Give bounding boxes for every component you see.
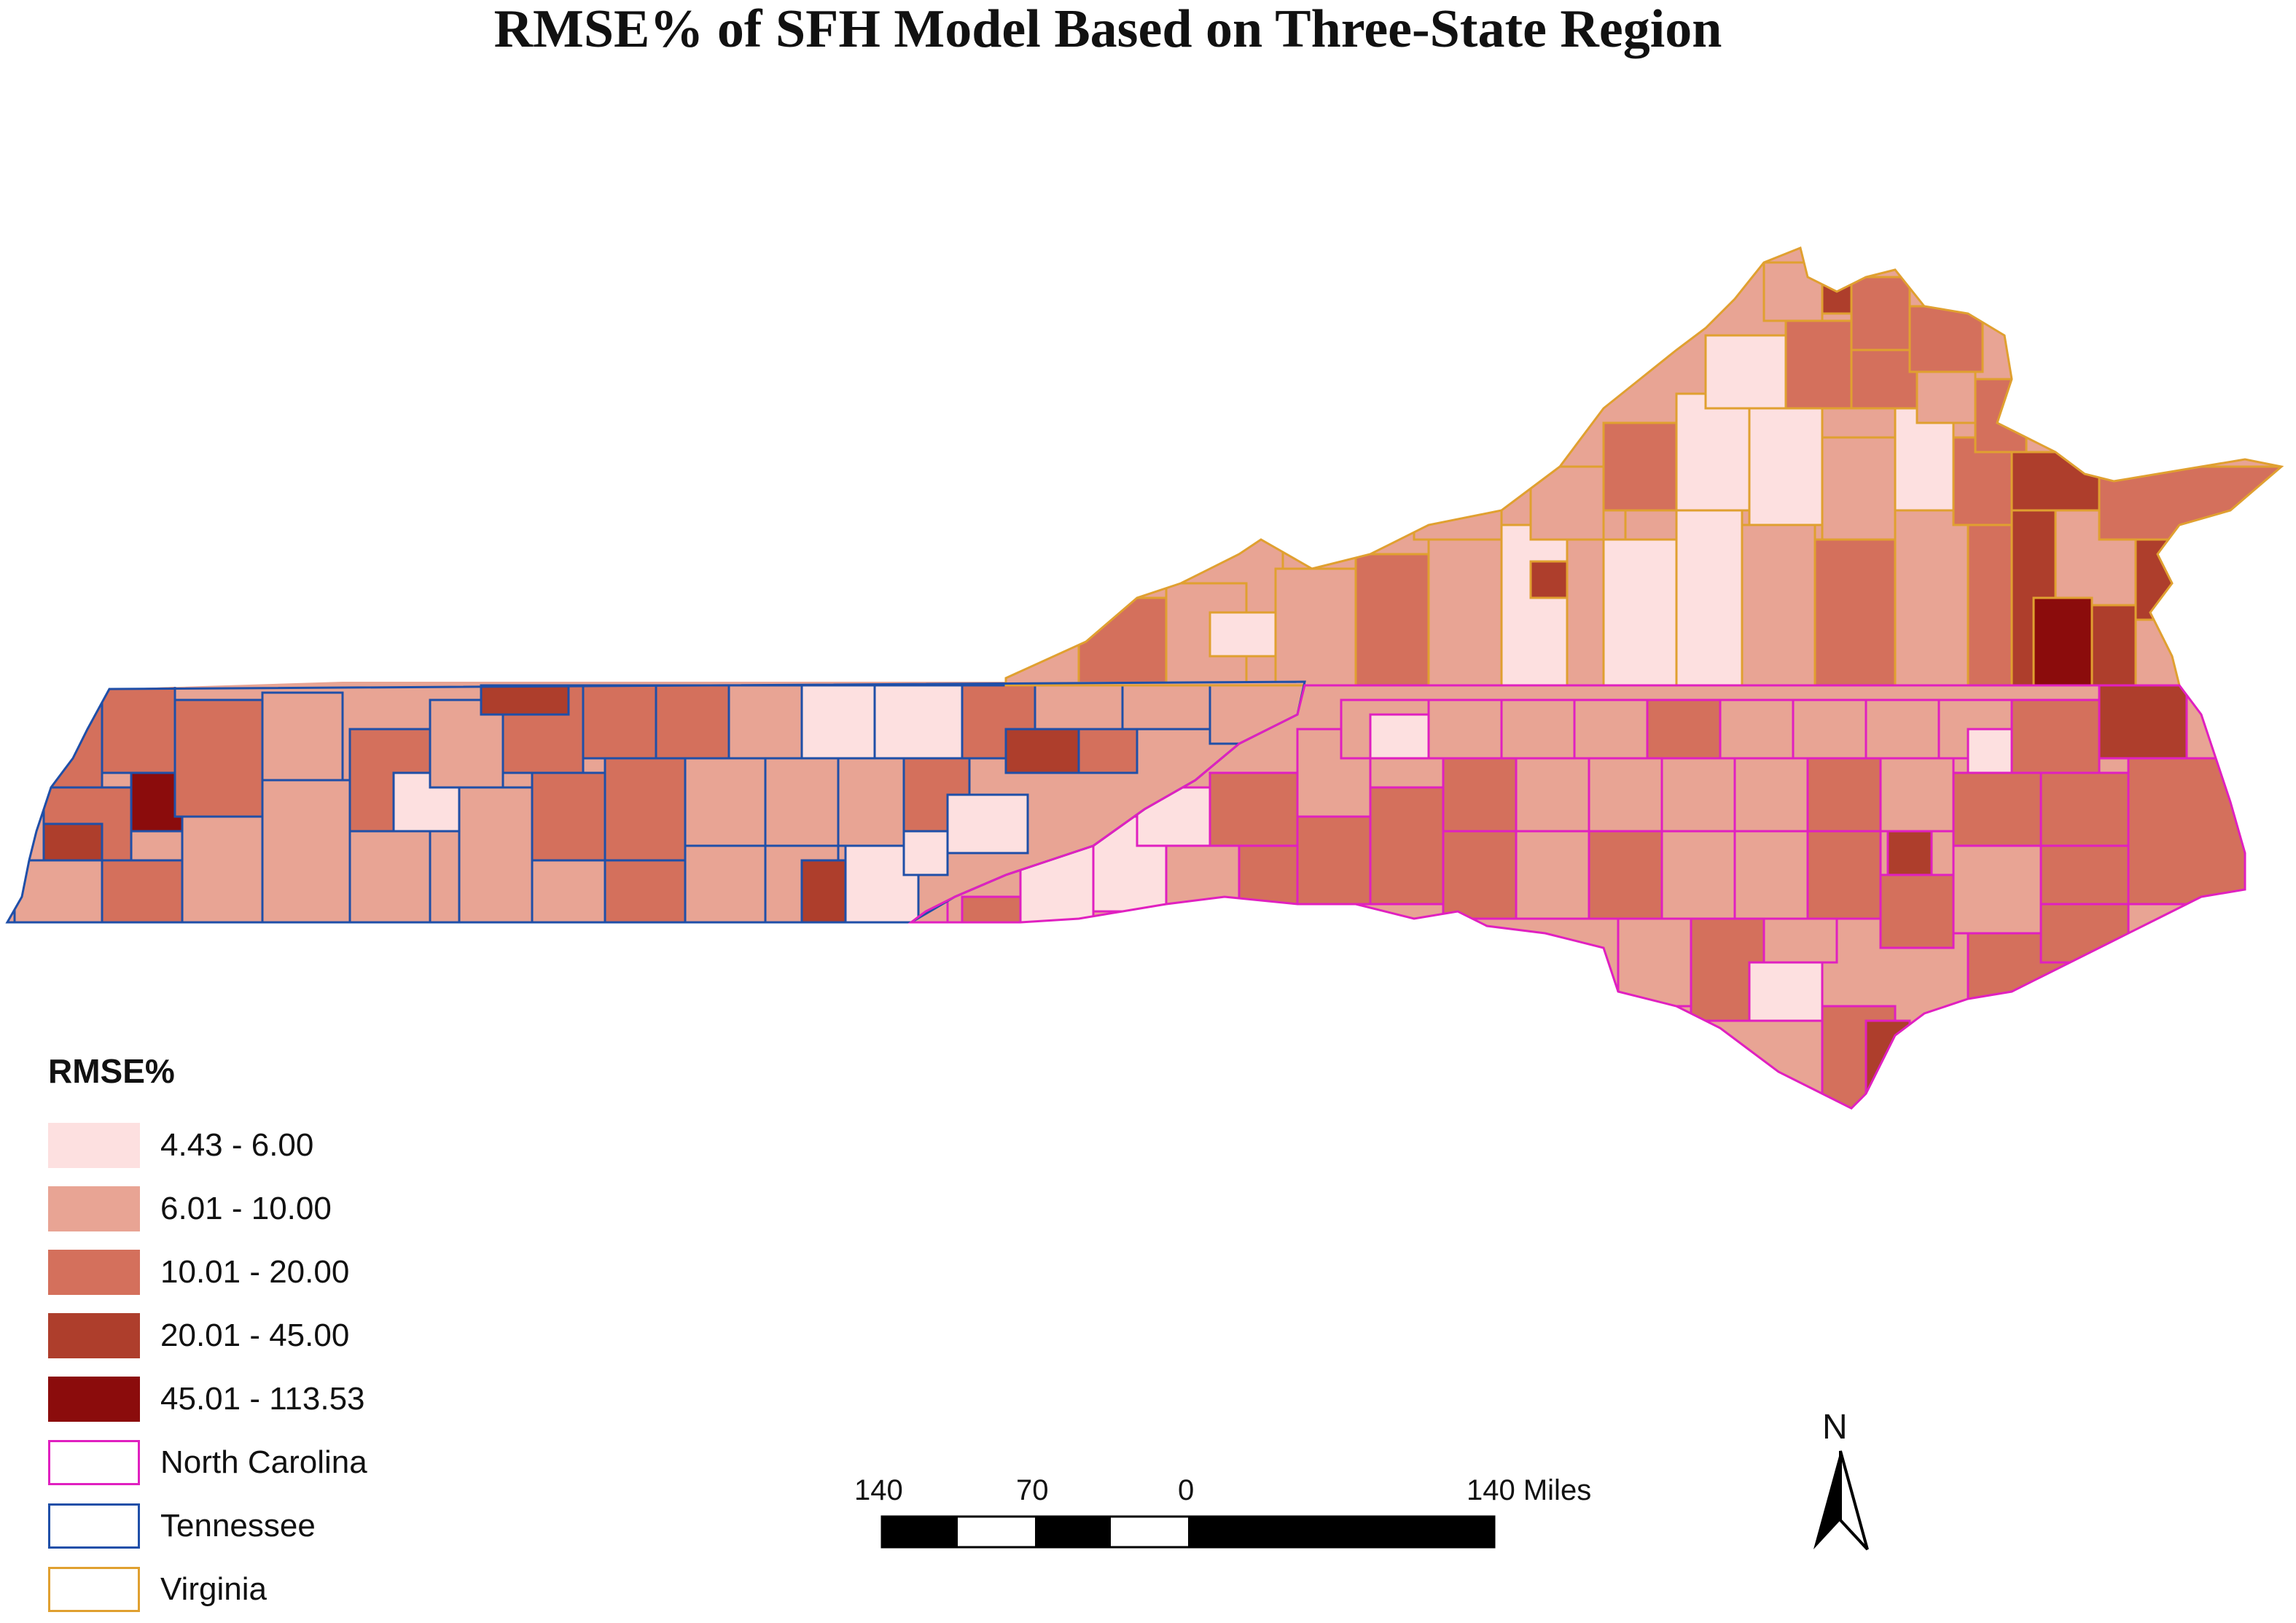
legend-swatch [48, 1567, 140, 1612]
legend-swatch [48, 1186, 140, 1231]
virginia-counties [1006, 248, 2281, 685]
legend-swatch [48, 1503, 140, 1549]
scale-label-70: 70 [1016, 1474, 1049, 1506]
legend-label: 4.43 - 6.00 [160, 1127, 314, 1163]
legend-item-tennessee: Tennessee [48, 1503, 544, 1552]
scale-bar [880, 1515, 1496, 1549]
scale-label-140-left: 140 [854, 1474, 903, 1506]
legend-label: 45.01 - 113.53 [160, 1381, 365, 1417]
legend-item-class-2: 6.01 - 10.00 [48, 1186, 544, 1234]
tennessee-counties [7, 682, 1305, 922]
legend-item-class-5: 45.01 - 113.53 [48, 1377, 544, 1425]
legend-title: RMSE% [48, 1052, 175, 1090]
legend-item-north-carolina: North Carolina [48, 1440, 544, 1488]
legend-label: Tennessee [160, 1508, 316, 1544]
scale-label-140-miles: 140 Miles [1467, 1474, 1592, 1506]
map-legend: RMSE% 4.43 - 6.00 6.01 - 10.00 10.01 - 2… [44, 1050, 554, 1619]
legend-label: 20.01 - 45.00 [160, 1318, 350, 1353]
legend-swatch [48, 1313, 140, 1358]
legend-swatch [48, 1123, 140, 1168]
legend-item-class-3: 10.01 - 20.00 [48, 1250, 544, 1298]
north-arrow-icon [1813, 1450, 1869, 1551]
legend-item-virginia: Virginia [48, 1567, 544, 1615]
legend-label: Virginia [160, 1571, 267, 1607]
legend-label: 6.01 - 10.00 [160, 1191, 332, 1226]
legend-item-class-4: 20.01 - 45.00 [48, 1313, 544, 1361]
legend-item-class-1: 4.43 - 6.00 [48, 1123, 544, 1171]
legend-swatch [48, 1440, 140, 1485]
map-title: RMSE% of SFH Model Based on Three-State … [493, 0, 1722, 59]
north-label: N [1822, 1408, 1848, 1447]
legend-swatch [48, 1250, 140, 1295]
scale-label-0: 0 [1178, 1474, 1195, 1506]
legend-label: 10.01 - 20.00 [160, 1254, 350, 1290]
legend-swatch [48, 1377, 140, 1422]
legend-label: North Carolina [160, 1444, 367, 1480]
